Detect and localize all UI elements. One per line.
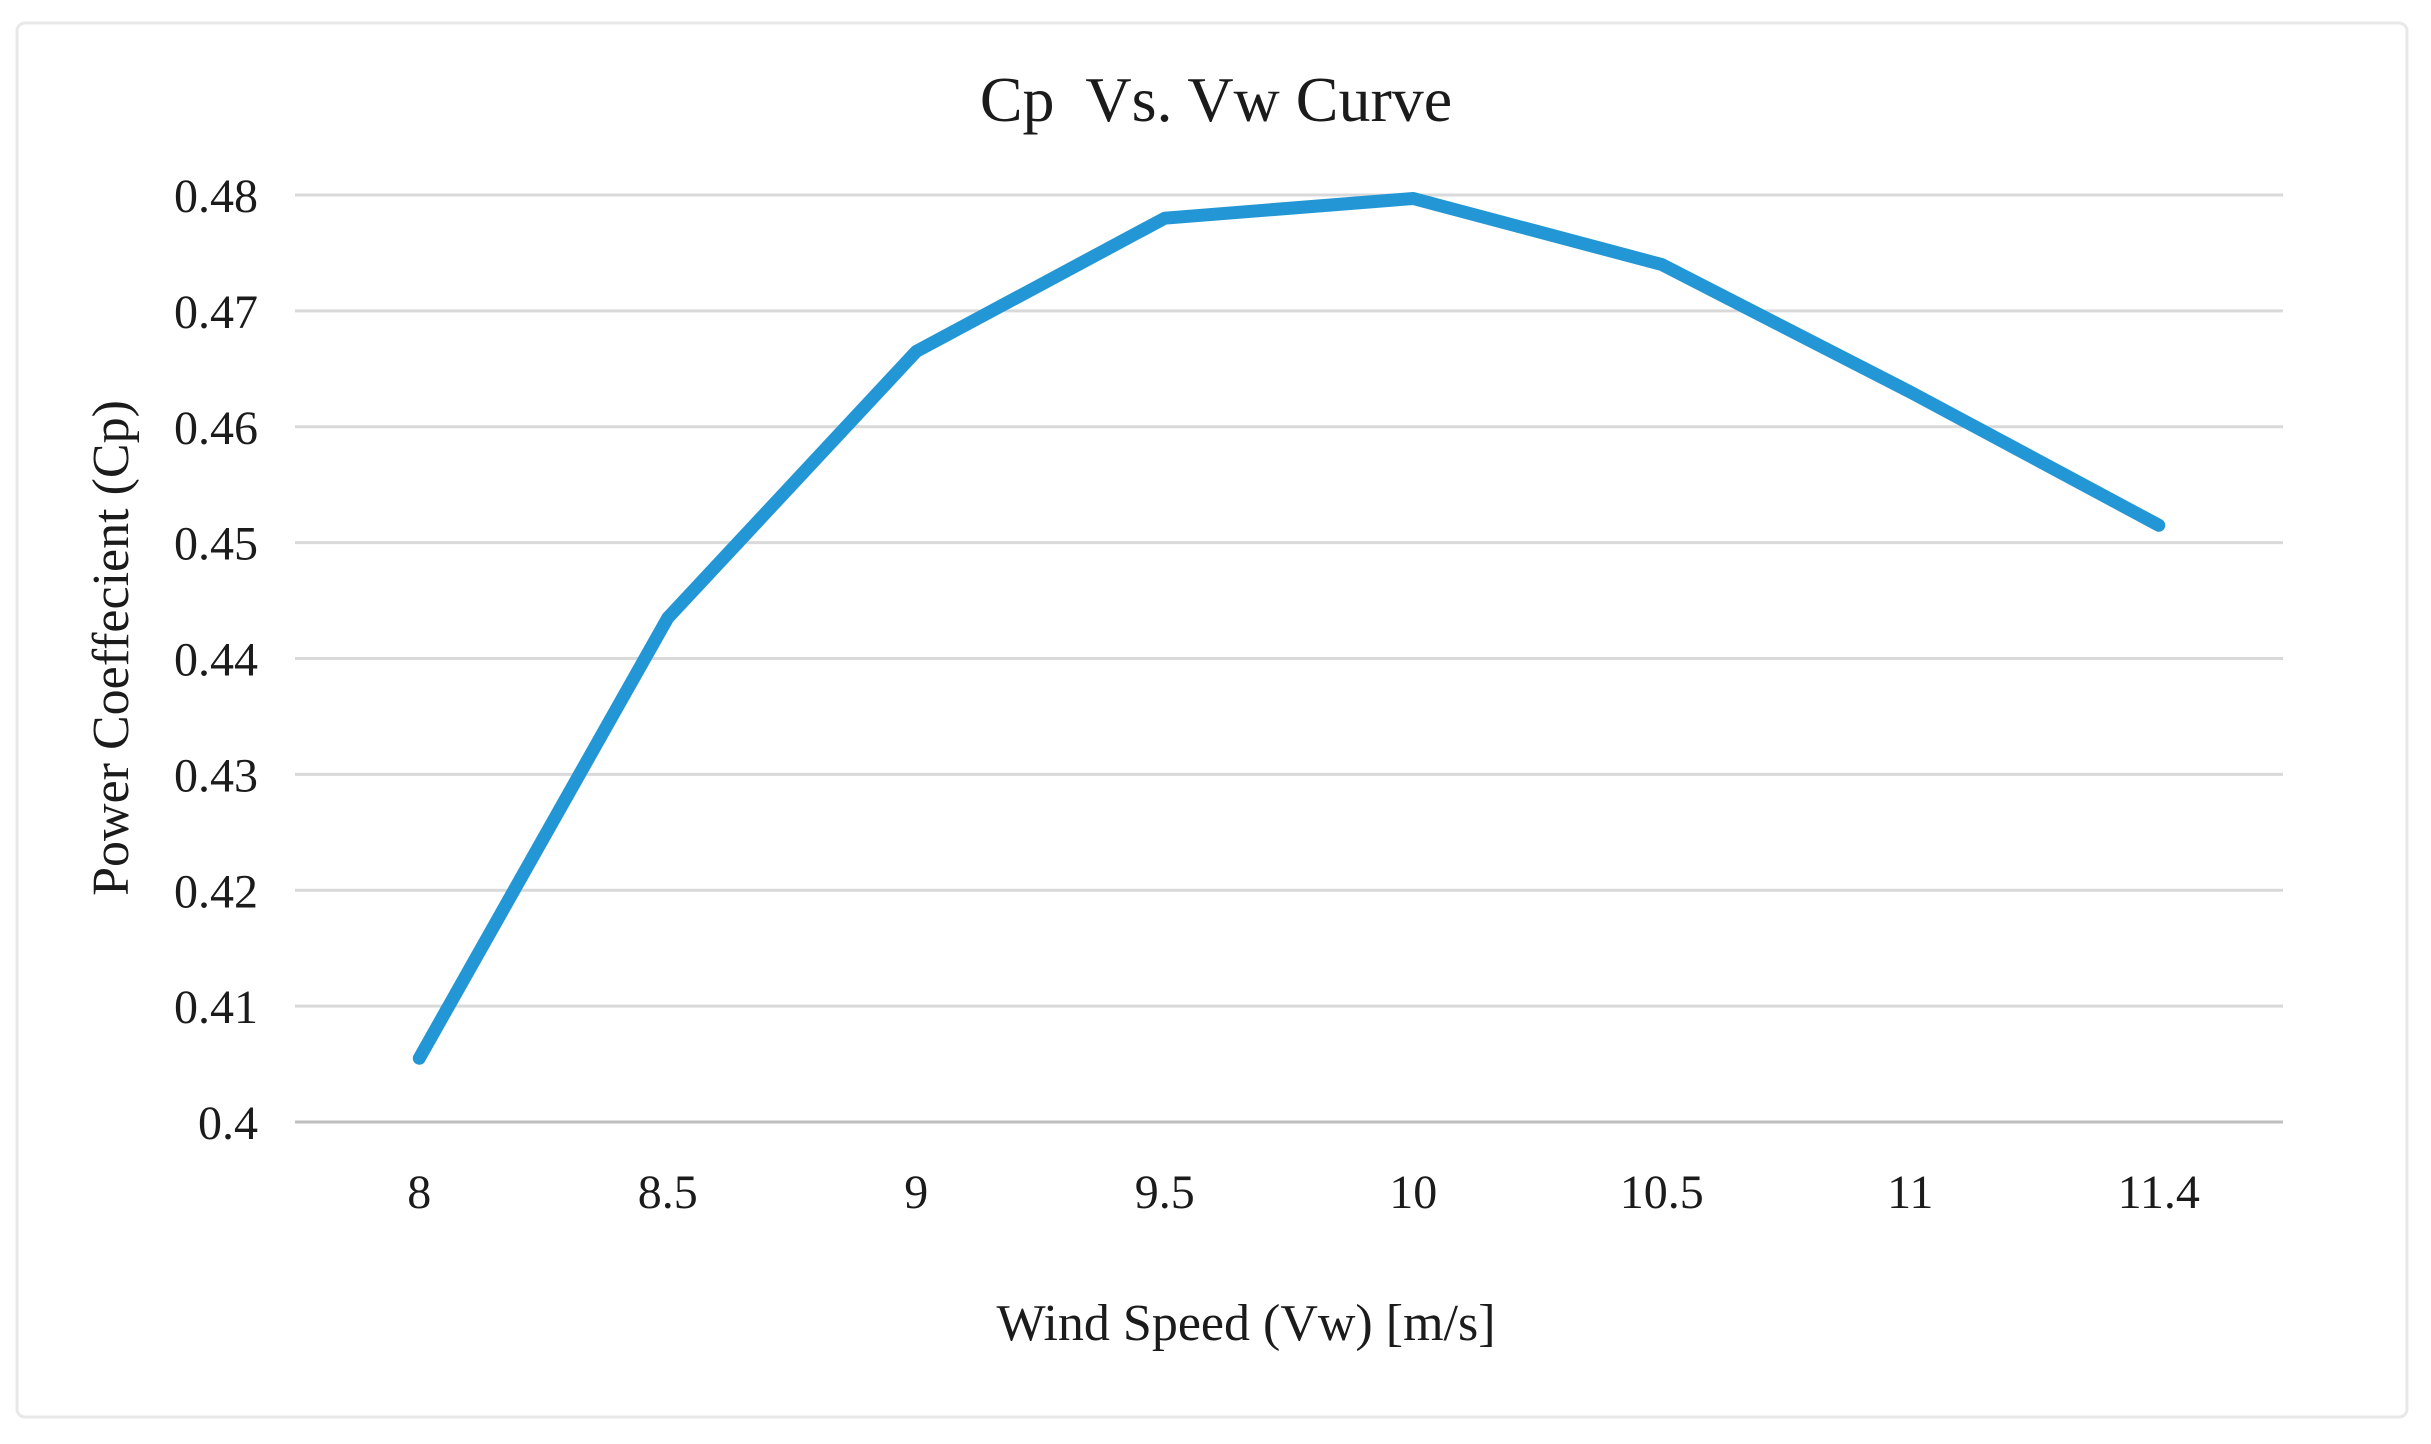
y-tick-label: 0.42 (174, 865, 258, 918)
y-tick-label: 0.45 (174, 518, 258, 571)
x-tick-label: 10 (1389, 1166, 1437, 1219)
y-tick-label: 0.44 (174, 634, 258, 687)
gridlines-group (295, 193, 2283, 1124)
x-axis-tick-labels: 8 8.5 9 9.5 10 10.5 11 11.4 (407, 1166, 2200, 1219)
series-group (412, 191, 2166, 1065)
y-tick-label: 0.43 (174, 749, 258, 802)
chart-frame (15, 21, 2409, 1419)
y-tick-label: 0.47 (174, 286, 258, 339)
y-tick-label: 0.41 (174, 981, 258, 1034)
y-tick-label: 0.46 (174, 402, 258, 455)
x-tick-label: 11 (1887, 1166, 1933, 1219)
y-tick-label: 0.48 (174, 170, 258, 223)
x-tick-label: 8 (407, 1166, 431, 1219)
x-tick-label: 9 (904, 1166, 928, 1219)
x-tick-label: 10.5 (1620, 1166, 1704, 1219)
x-axis-title: Wind Speed (Vw) [m/s] (996, 1295, 1495, 1352)
x-tick-label: 11.4 (2118, 1166, 2200, 1219)
chart-title: Cp Vs. Vw Curve (980, 64, 1452, 135)
y-axis-title: Power Coeffecient (Cp) (83, 400, 140, 896)
x-tick-label: 9.5 (1135, 1166, 1195, 1219)
x-tick-label: 8.5 (638, 1166, 698, 1219)
data-line-cp (412, 191, 2166, 1065)
y-axis-tick-labels: 0.4 0.41 0.42 0.43 0.44 0.45 0.46 0.47 0.48 (174, 170, 258, 1150)
y-tick-label: 0.4 (198, 1097, 258, 1150)
